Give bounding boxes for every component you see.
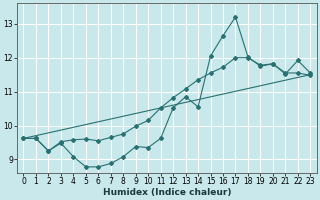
X-axis label: Humidex (Indice chaleur): Humidex (Indice chaleur) — [103, 188, 231, 197]
